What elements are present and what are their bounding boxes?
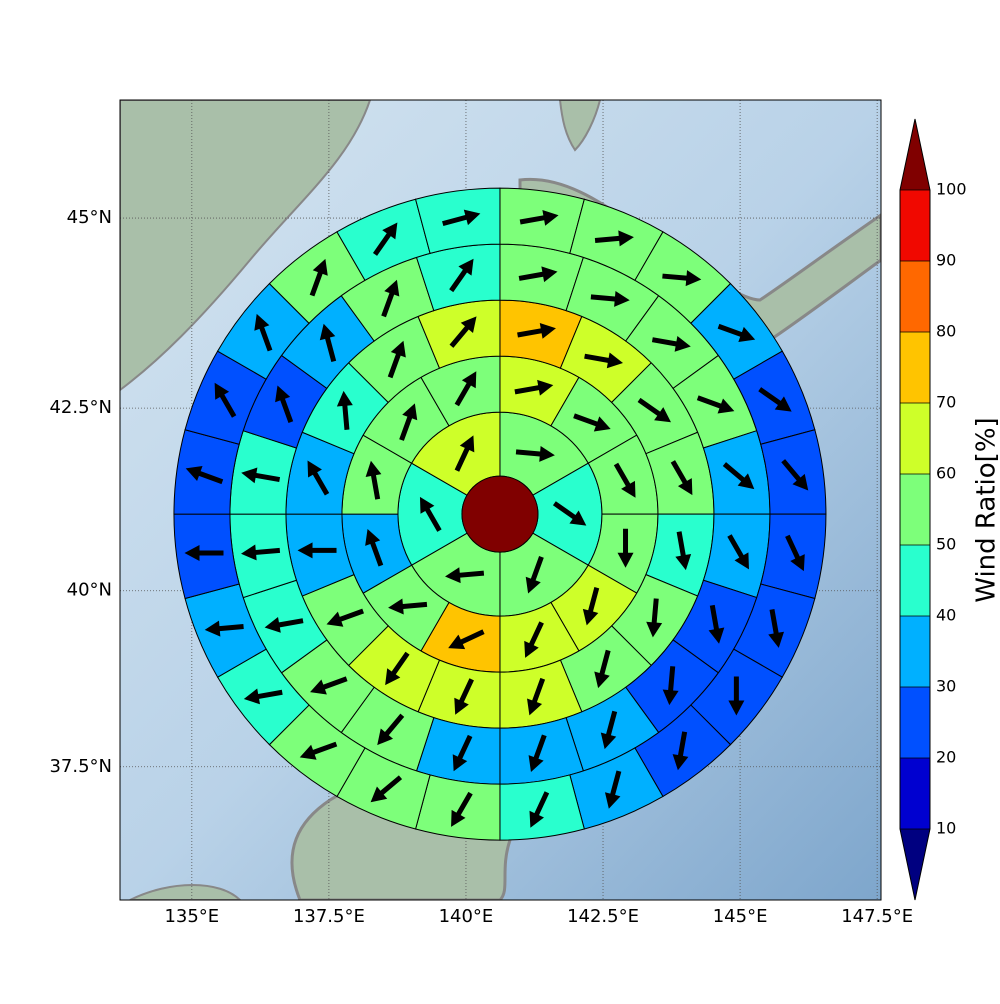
colorbar-over xyxy=(900,119,930,190)
colorbar-tick-label: 70 xyxy=(936,393,956,412)
x-tick-label: 147.5°E xyxy=(841,906,913,927)
x-tick-label: 140°E xyxy=(439,906,494,927)
y-tick-label: 40°N xyxy=(67,580,112,601)
ring-cell xyxy=(174,430,239,514)
colorbar-bin xyxy=(900,687,930,758)
center-circle xyxy=(462,476,538,552)
colorbar: 10 20 30 40 50 60 70 80 90 100 xyxy=(900,119,967,900)
colorbar-bin xyxy=(900,545,930,616)
ring-cell xyxy=(500,188,584,253)
colorbar-tick-label: 80 xyxy=(936,322,956,341)
colorbar-tick-label: 90 xyxy=(936,251,956,270)
colorbar-bin xyxy=(900,261,930,332)
colorbar-tick-label: 100 xyxy=(936,180,967,199)
y-tick-label: 45°N xyxy=(67,207,112,228)
colorbar-tick-label: 30 xyxy=(936,677,956,696)
colorbar-label: Wind Ratio[%] xyxy=(972,417,1000,602)
y-tick-label: 42.5°N xyxy=(49,397,112,418)
colorbar-tick-label: 60 xyxy=(936,464,956,483)
colorbar-bin xyxy=(900,474,930,545)
colorbar-bin xyxy=(900,332,930,403)
colorbar-bin xyxy=(900,190,930,261)
colorbar-tick-label: 20 xyxy=(936,748,956,767)
colorbar-tick-label: 10 xyxy=(936,819,956,838)
x-tick-label: 142.5°E xyxy=(567,906,639,927)
y-tick-label: 37.5°N xyxy=(49,756,112,777)
colorbar-tick-label: 40 xyxy=(936,606,956,625)
ring-cell xyxy=(174,514,239,598)
colorbar-under xyxy=(900,829,930,900)
colorbar-bin xyxy=(900,616,930,687)
ring-cell xyxy=(761,514,826,598)
x-tick-label: 145°E xyxy=(713,906,768,927)
rings xyxy=(174,188,826,840)
x-tick-label: 135°E xyxy=(164,906,219,927)
x-tick-label: 137.5°E xyxy=(293,906,365,927)
ring-cell xyxy=(416,775,500,840)
colorbar-bin xyxy=(900,758,930,829)
colorbar-tick-label: 50 xyxy=(936,535,956,554)
colorbar-bin xyxy=(900,403,930,474)
